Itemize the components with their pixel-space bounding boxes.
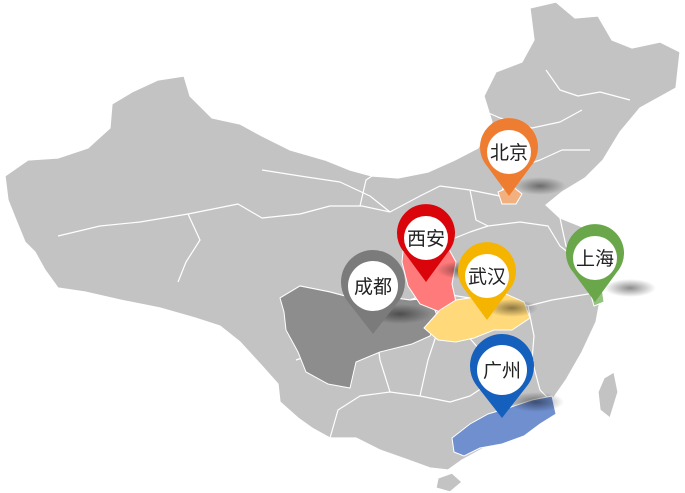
hainan-island bbox=[435, 472, 463, 493]
location-pin-icon[interactable]: 上海 bbox=[566, 224, 624, 302]
location-pin-icon[interactable]: 北京 bbox=[480, 118, 538, 196]
pin-shadow-beijing bbox=[514, 177, 566, 195]
pin-label-beijing: 北京 bbox=[490, 142, 528, 164]
pin-label-chengdu: 成都 bbox=[354, 276, 392, 298]
location-pin-icon[interactable]: 广州 bbox=[470, 334, 534, 418]
pin-shadow-guangzhou bbox=[508, 392, 564, 412]
pin-label-guangzhou: 广州 bbox=[483, 360, 521, 382]
location-pin-icon[interactable]: 西安 bbox=[397, 204, 455, 282]
location-pin-icon[interactable]: 武汉 bbox=[458, 242, 516, 320]
location-pin-icon[interactable]: 成都 bbox=[341, 250, 405, 334]
pin-shadow-shanghai bbox=[604, 279, 656, 297]
pin-label-shanghai: 上海 bbox=[576, 248, 614, 270]
taiwan-island bbox=[597, 371, 619, 420]
pin-label-wuhan: 武汉 bbox=[468, 266, 506, 288]
pin-label-xian: 西安 bbox=[407, 228, 445, 250]
